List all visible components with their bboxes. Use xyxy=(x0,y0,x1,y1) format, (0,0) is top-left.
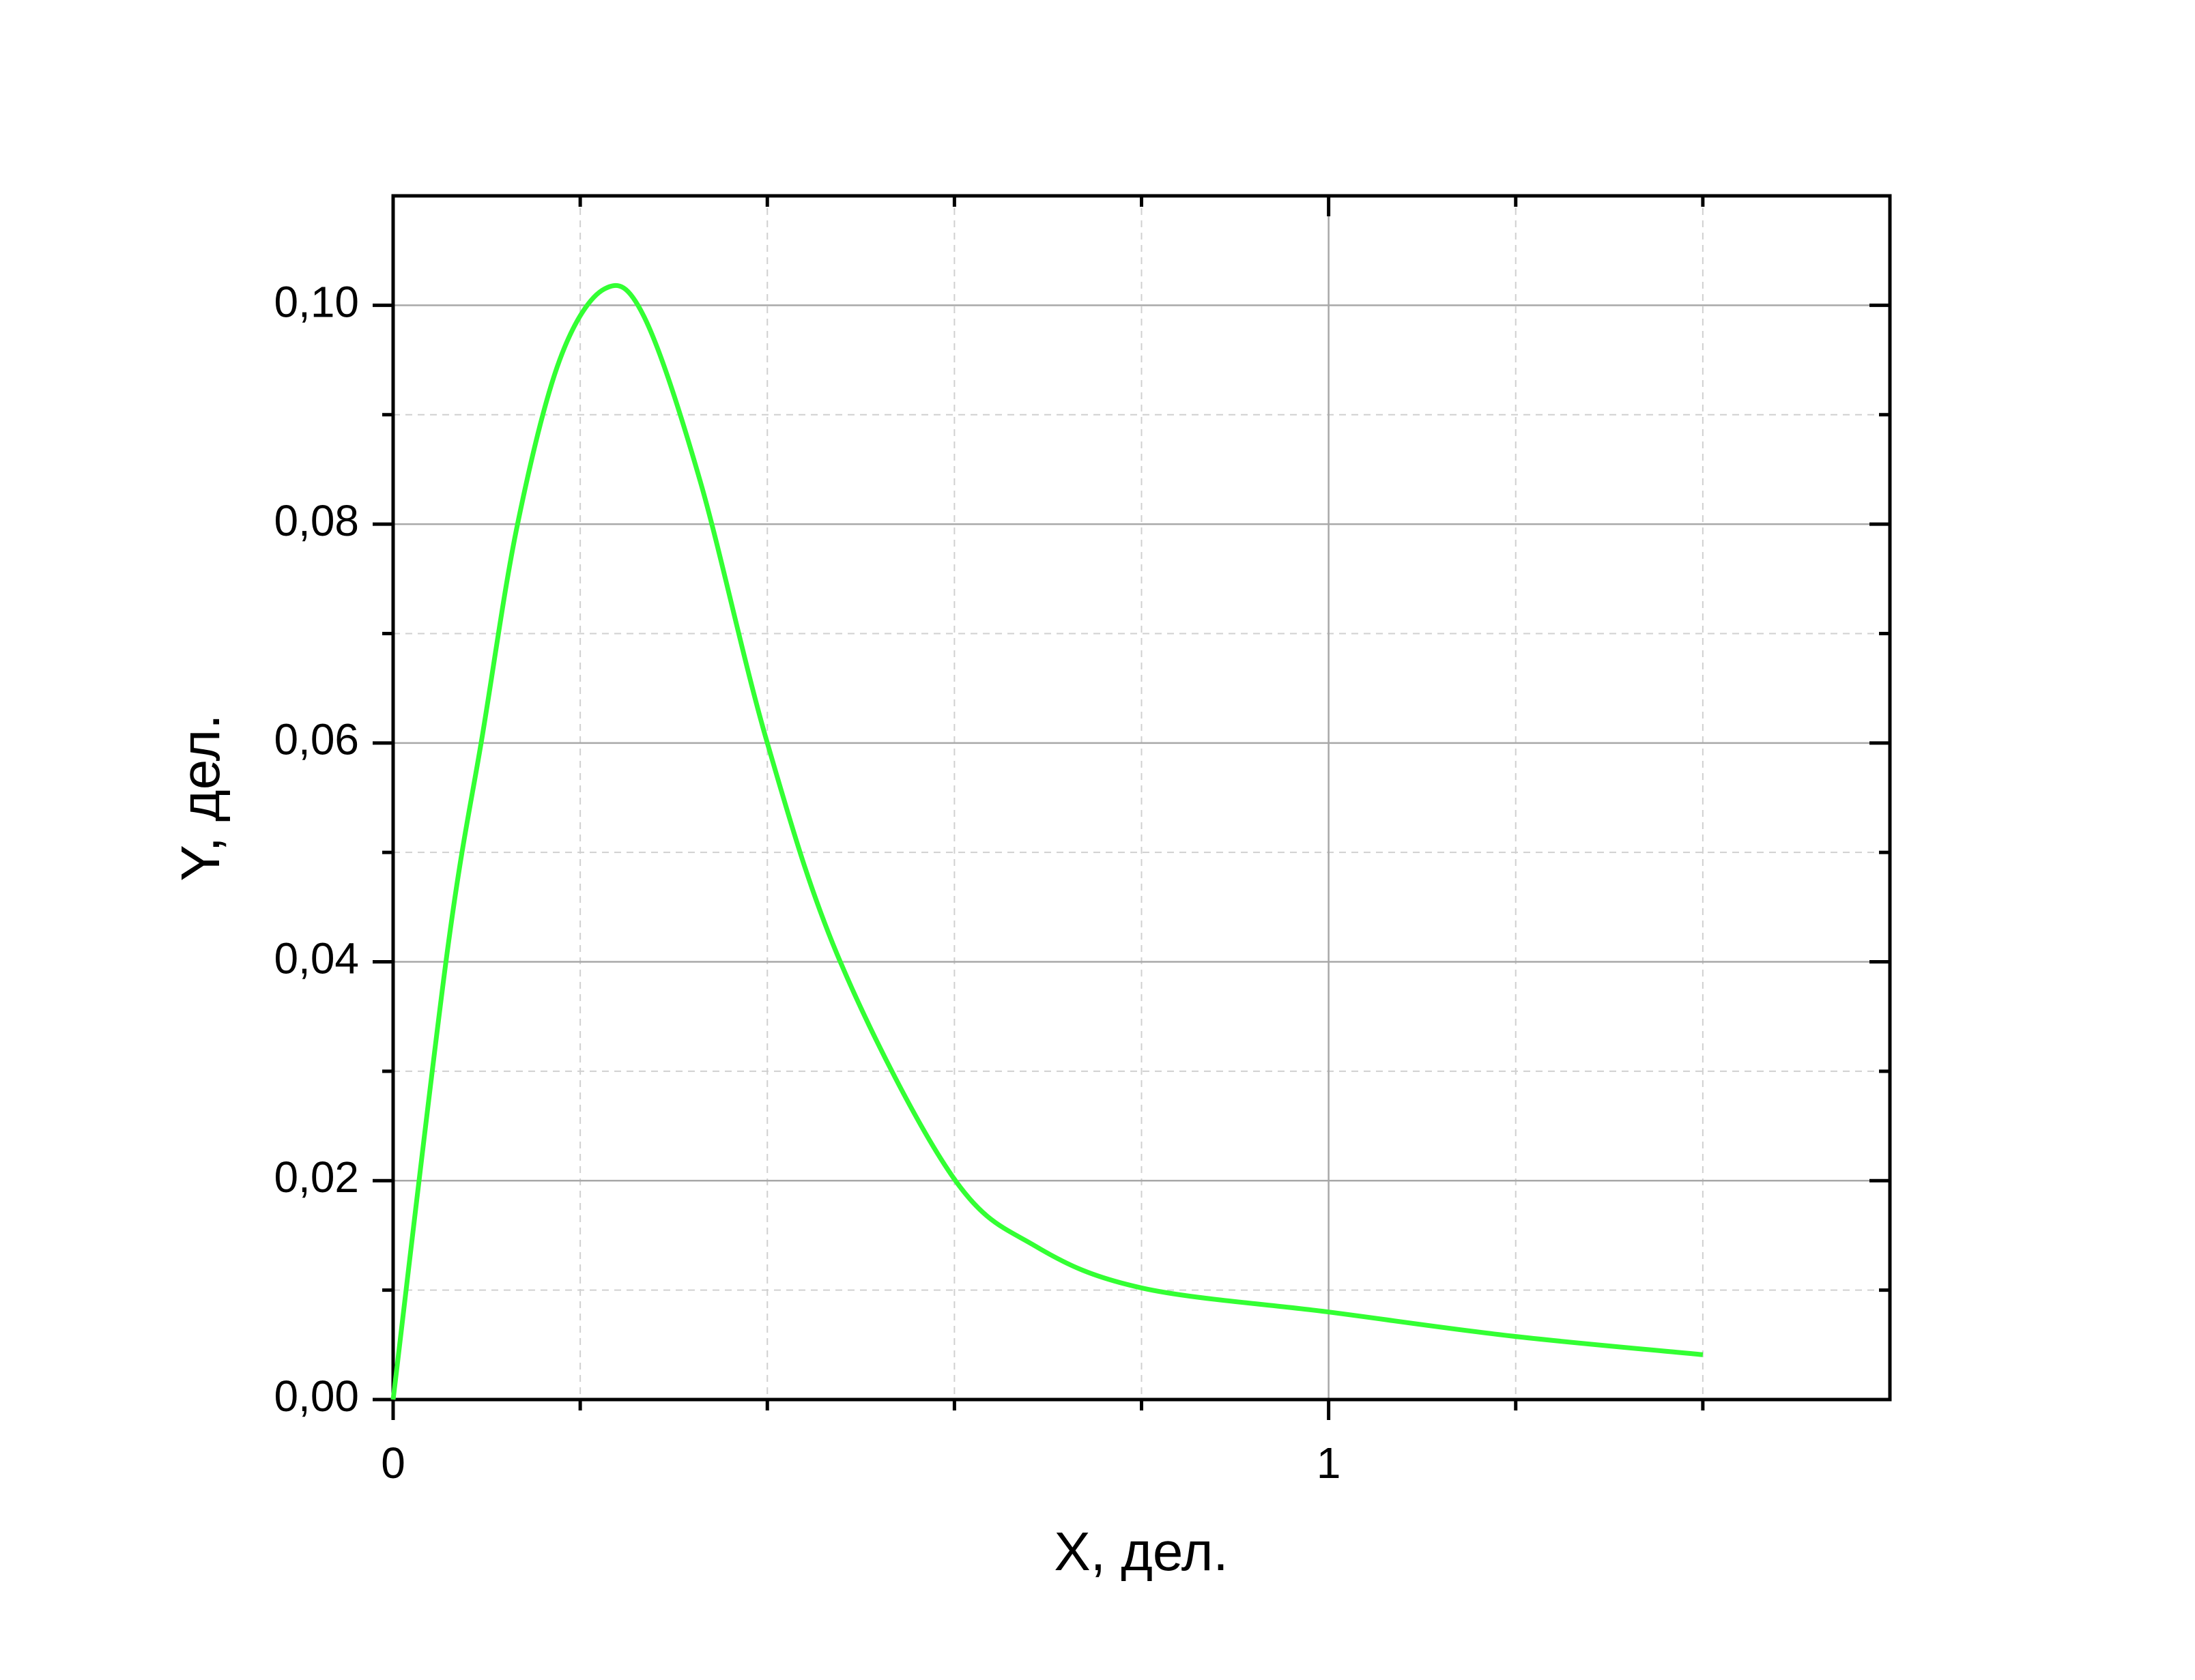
y-tick-label: 0,04 xyxy=(274,933,359,983)
y-tick-label: 0,00 xyxy=(274,1372,359,1421)
y-axis-title: Y, дел. xyxy=(170,714,231,882)
y-tick-label: 0,08 xyxy=(274,496,359,545)
x-tick-label: 0 xyxy=(381,1438,405,1488)
y-tick-label: 0,02 xyxy=(274,1153,359,1202)
y-tick-label: 0,10 xyxy=(274,277,359,326)
x-tick-label: 1 xyxy=(1317,1438,1341,1488)
x-axis-title: X, дел. xyxy=(1054,1521,1228,1582)
data-line xyxy=(390,283,1704,1400)
plot-frame xyxy=(391,194,1892,1402)
y-tick-label: 0,06 xyxy=(274,715,359,764)
